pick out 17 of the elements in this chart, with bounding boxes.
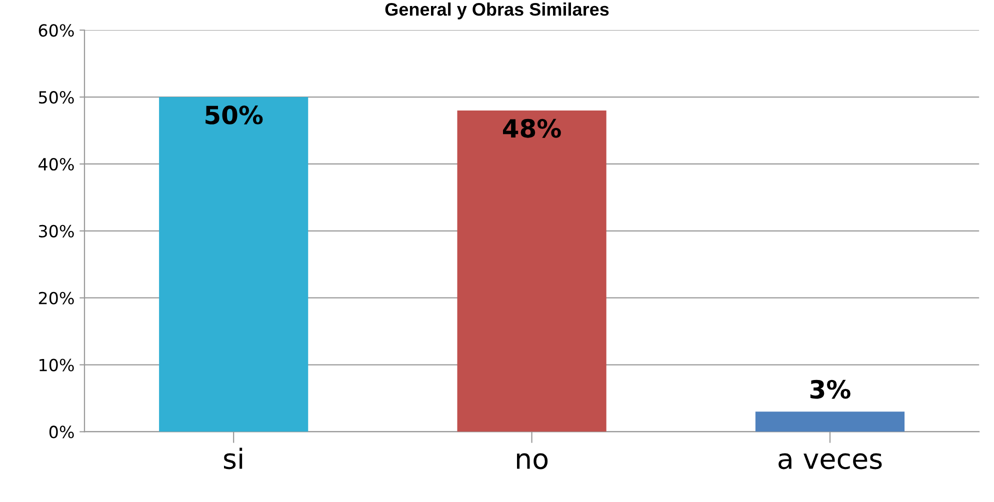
y-tick-label: 0% bbox=[49, 426, 74, 438]
data-label: 50% bbox=[206, 106, 263, 124]
bar bbox=[457, 110, 606, 432]
y-tick-label: 60% bbox=[38, 24, 74, 37]
bar bbox=[159, 97, 308, 432]
chart-title: General y Obras Similares bbox=[385, 2, 609, 20]
y-tick-label: 40% bbox=[38, 158, 74, 171]
x-tick-label: si bbox=[224, 448, 242, 470]
data-label: 3% bbox=[810, 380, 850, 399]
y-tick-label: 10% bbox=[40, 358, 74, 372]
y-tick-label: 30% bbox=[38, 224, 74, 238]
bar bbox=[755, 412, 905, 432]
y-tick-label: 50% bbox=[39, 91, 74, 104]
x-tick-label: no bbox=[517, 453, 548, 470]
data-label: 48% bbox=[502, 118, 561, 138]
y-tick-label: 20% bbox=[38, 292, 74, 304]
x-tick-label: a veces bbox=[778, 453, 882, 470]
